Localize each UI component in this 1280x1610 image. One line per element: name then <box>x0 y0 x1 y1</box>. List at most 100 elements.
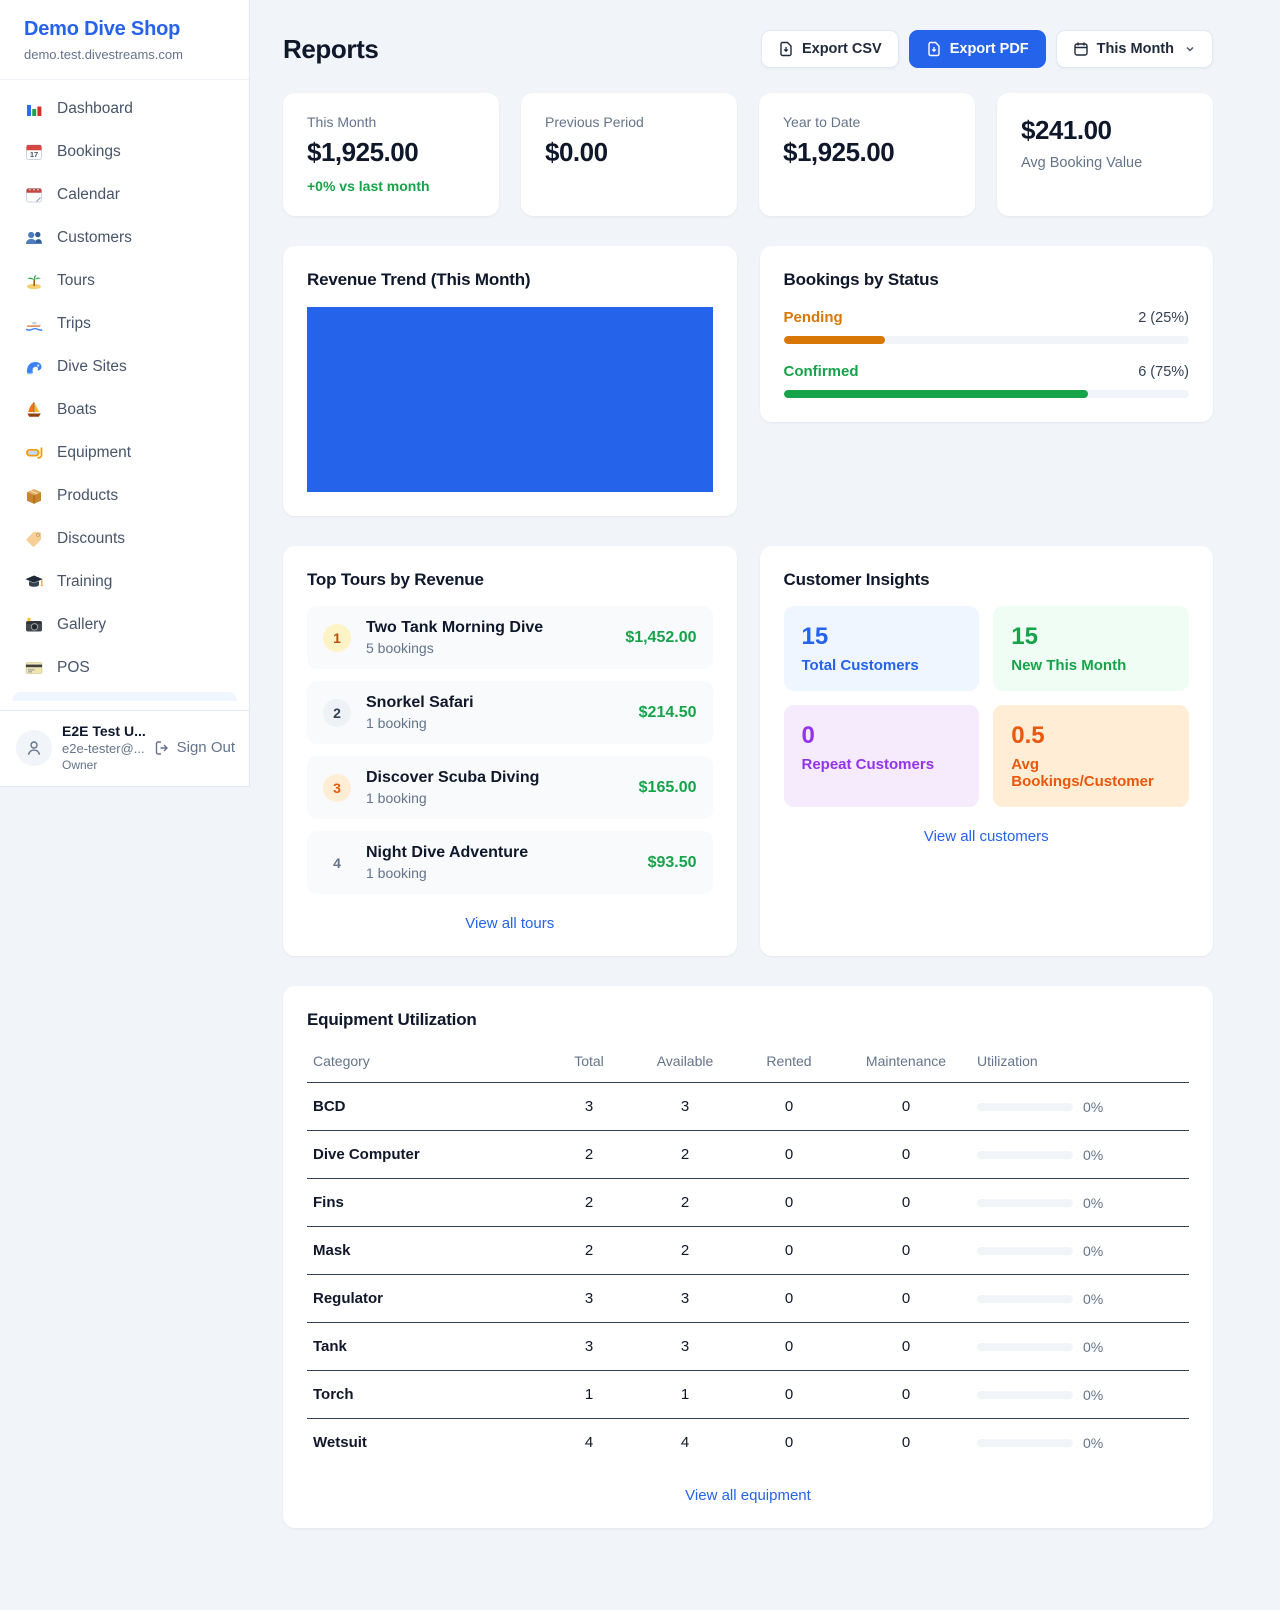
cell-maintenance: 0 <box>841 1082 971 1131</box>
tour-list: 1 Two Tank Morning Dive 5 bookings $1,45… <box>307 606 713 894</box>
sidebar-item-gallery[interactable]: Gallery <box>12 606 237 644</box>
revenue-trend-title: Revenue Trend (This Month) <box>307 270 531 289</box>
utilization-bar <box>977 1342 1073 1351</box>
status-value: 6 (75%) <box>1138 364 1189 380</box>
tour-name: Night Dive Adventure <box>366 844 529 861</box>
cell-rented: 0 <box>737 1130 841 1179</box>
cell-category: Tank <box>307 1322 545 1371</box>
tag-icon <box>24 529 44 549</box>
cell-rented: 0 <box>737 1082 841 1131</box>
cell-available: 3 <box>633 1082 737 1131</box>
sidebar-item-label: Bookings <box>57 143 121 160</box>
cell-maintenance: 0 <box>841 1322 971 1371</box>
cell-available: 3 <box>633 1274 737 1323</box>
charts-row: Revenue Trend (This Month) Bookings by S… <box>283 246 1213 516</box>
sidebar-item-label: Trips <box>57 315 91 332</box>
column-header: Total <box>545 1043 633 1083</box>
bookings-by-status-panel: Bookings by Status Pending 2 (25%) Confi… <box>759 246 1213 422</box>
status-label: Pending <box>783 309 843 326</box>
cell-maintenance: 0 <box>901 1434 911 1451</box>
avatar <box>16 729 52 766</box>
cell-rented: 0 <box>737 1178 841 1227</box>
top-tours-panel: Top Tours by Revenue 1 Two Tank Morning … <box>283 546 737 956</box>
sidebar-nav: Dashboard 17 Bookings Calendar Customers… <box>0 80 249 710</box>
sidebar-item-training[interactable]: Training <box>12 563 237 601</box>
page-title: Reports <box>283 33 379 64</box>
cell-maintenance: 0 <box>841 1370 971 1419</box>
table-row: Regulator 3 3 0 0 0% <box>307 1274 1189 1323</box>
cell-rented: 0 <box>737 1322 841 1371</box>
tour-amount: $165.00 <box>638 778 697 796</box>
period-selector[interactable]: This Month <box>1055 30 1213 68</box>
utilization-percent: 0% <box>1083 1386 1104 1403</box>
cell-total: 2 <box>545 1178 633 1227</box>
sidebar-item-equipment[interactable]: Equipment <box>12 434 237 472</box>
insight-tile-repeat-customers: 0 Repeat Customers <box>783 705 980 807</box>
equipment-table: Category Total Available Rented Maintena… <box>307 1043 1189 1466</box>
file-download-icon <box>780 41 792 57</box>
utilization-bar <box>977 1390 1073 1399</box>
column-header: Maintenance <box>841 1043 971 1083</box>
file-download-icon <box>928 41 940 57</box>
cell-category: Regulator <box>307 1274 545 1323</box>
cell-category: Torch <box>307 1370 545 1419</box>
stat-value: $1,925.00 <box>307 137 419 167</box>
cell-available: 2 <box>633 1226 737 1275</box>
sidebar-item-bookings[interactable]: 17 Bookings <box>12 133 237 171</box>
tile-label: Avg Bookings/Customer <box>1011 756 1154 790</box>
status-progress-fill <box>783 336 885 344</box>
sidebar-item-label: POS <box>57 659 90 676</box>
tour-list-item: 3 Discover Scuba Diving 1 booking $165.0… <box>307 756 713 819</box>
sign-out-button[interactable]: Sign Out <box>154 739 235 756</box>
utilization-percent: 0% <box>1083 1434 1104 1451</box>
sidebar-item-customers[interactable]: Customers <box>12 219 237 257</box>
user-info: E2E Test U... e2e-tester@... Owner <box>62 723 146 772</box>
user-email: e2e-tester@... <box>62 741 145 756</box>
tile-value: 15 <box>801 623 829 650</box>
view-all-tours-link[interactable]: View all tours <box>465 915 555 932</box>
export-csv-button[interactable]: Export CSV <box>760 30 899 68</box>
sidebar-item-dashboard[interactable]: Dashboard <box>12 90 237 128</box>
wave-icon <box>24 357 44 377</box>
sidebar-item-dive-sites[interactable]: Dive Sites <box>12 348 237 386</box>
rank-badge: 1 <box>323 623 351 652</box>
sidebar-item-boats[interactable]: Boats <box>12 391 237 429</box>
sidebar-item-pos[interactable]: POS <box>12 649 237 687</box>
table-row: Tank 3 3 0 0 0% <box>307 1322 1189 1371</box>
stat-label: Year to Date <box>783 114 861 130</box>
table-header-row: Category Total Available Rented Maintena… <box>307 1043 1189 1083</box>
page-header: Reports Export CSV Export PDF This Month <box>283 30 1213 68</box>
shop-domain: demo.test.divestreams.com <box>24 47 183 62</box>
sidebar-item-tours[interactable]: Tours <box>12 262 237 300</box>
sidebar-item-products[interactable]: Products <box>12 477 237 515</box>
utilization-bar <box>977 1198 1073 1207</box>
sidebar-item-label: Calendar <box>57 186 120 203</box>
stat-card-this-month: This Month $1,925.00 +0% vs last month <box>283 93 499 216</box>
main-content: Reports Export CSV Export PDF This Month… <box>250 0 1280 1610</box>
equipment-utilization-title: Equipment Utilization <box>307 1010 477 1029</box>
status-progress-fill <box>783 390 1088 398</box>
tour-bookings: 5 bookings <box>366 640 434 656</box>
tour-list-item: 4 Night Dive Adventure 1 booking $93.50 <box>307 831 713 894</box>
insight-tile-new-this-month: 15 New This Month <box>993 606 1189 691</box>
view-all-equipment-link[interactable]: View all equipment <box>685 1487 811 1504</box>
table-row: Torch 1 1 0 0 0% <box>307 1370 1189 1419</box>
stat-delta: +0% vs last month <box>307 178 430 194</box>
sidebar-item-calendar[interactable]: Calendar <box>12 176 237 214</box>
equipment-utilization-panel: Equipment Utilization Category Total Ava… <box>283 986 1213 1528</box>
utilization-percent: 0% <box>1083 1290 1104 1307</box>
customer-insights-title: Customer Insights <box>783 570 930 589</box>
cell-category: Wetsuit <box>313 1434 367 1451</box>
view-all-customers-link[interactable]: View all customers <box>923 828 1049 845</box>
insight-tile-total-customers: 15 Total Customers <box>783 606 980 691</box>
export-pdf-button[interactable]: Export PDF <box>908 30 1046 68</box>
sidebar-item-active-partial[interactable] <box>12 692 237 701</box>
sidebar-item-discounts[interactable]: Discounts <box>12 520 237 558</box>
cell-total: 3 <box>545 1322 633 1371</box>
sidebar-item-trips[interactable]: Trips <box>12 305 237 343</box>
export-csv-label: Export CSV <box>801 41 882 57</box>
tile-value: 0.5 <box>1011 722 1045 749</box>
table-row: BCD 3 3 0 0 0% <box>307 1082 1189 1131</box>
tour-bookings: 1 booking <box>366 715 427 731</box>
column-header: Utilization <box>971 1043 1189 1083</box>
